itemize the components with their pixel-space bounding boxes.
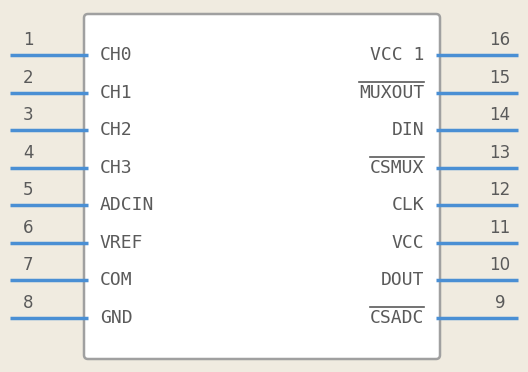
Text: COM: COM: [100, 271, 133, 289]
Text: 8: 8: [23, 294, 33, 312]
Text: DOUT: DOUT: [381, 271, 424, 289]
Text: ADCIN: ADCIN: [100, 196, 154, 214]
FancyBboxPatch shape: [84, 14, 440, 359]
Text: DIN: DIN: [391, 121, 424, 140]
Text: 7: 7: [23, 256, 33, 274]
Text: 13: 13: [489, 144, 511, 162]
Text: VCC: VCC: [391, 234, 424, 252]
Text: 14: 14: [489, 106, 511, 124]
Text: 6: 6: [23, 219, 33, 237]
Text: 16: 16: [489, 32, 511, 49]
Text: 11: 11: [489, 219, 511, 237]
Text: 2: 2: [23, 69, 33, 87]
Text: 10: 10: [489, 256, 511, 274]
Text: 12: 12: [489, 181, 511, 199]
Text: 9: 9: [495, 294, 505, 312]
Text: GND: GND: [100, 308, 133, 327]
Text: CH1: CH1: [100, 84, 133, 102]
Text: 15: 15: [489, 69, 511, 87]
Text: CH0: CH0: [100, 46, 133, 64]
Text: CH3: CH3: [100, 159, 133, 177]
Text: VREF: VREF: [100, 234, 144, 252]
Text: 1: 1: [23, 32, 33, 49]
Text: 5: 5: [23, 181, 33, 199]
Text: CSADC: CSADC: [370, 308, 424, 327]
Text: 3: 3: [23, 106, 33, 124]
Text: CLK: CLK: [391, 196, 424, 214]
Text: CSMUX: CSMUX: [370, 159, 424, 177]
Text: VCC 1: VCC 1: [370, 46, 424, 64]
Text: CH2: CH2: [100, 121, 133, 140]
Text: MUXOUT: MUXOUT: [359, 84, 424, 102]
Text: 4: 4: [23, 144, 33, 162]
